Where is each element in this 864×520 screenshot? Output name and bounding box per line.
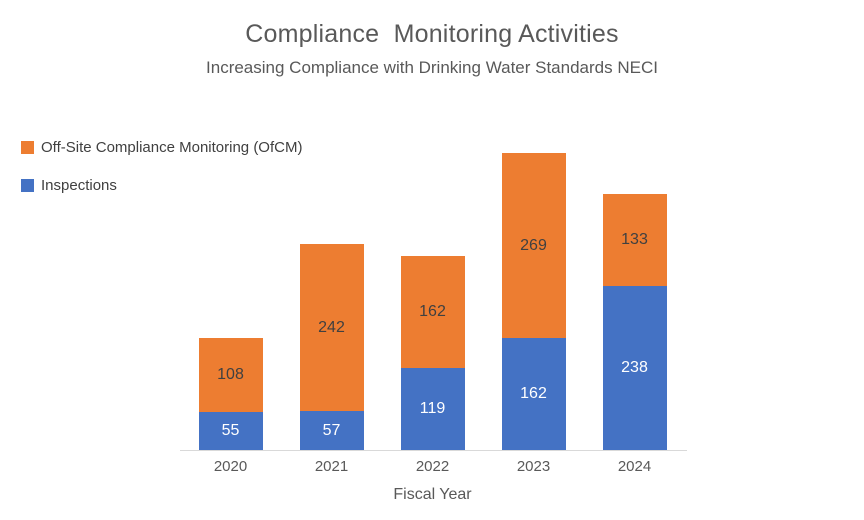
data-label: 133 — [621, 231, 648, 248]
stacked-bar-2020: 108 55 — [198, 338, 263, 450]
x-axis-line — [180, 450, 687, 451]
data-label: 269 — [520, 236, 547, 254]
bar-group-2020: 108 55 — [180, 0, 281, 450]
x-tick-label-2024: 2024 — [617, 458, 652, 475]
data-label: 242 — [318, 318, 345, 336]
x-axis-title: Fiscal Year — [393, 486, 472, 503]
legend-item-ofcm: Off-Site Compliance Monitoring (OfCM) — [21, 137, 306, 158]
bar-segment-inspections-2024: 238 — [602, 286, 667, 450]
x-tick-label-2020: 2020 — [213, 458, 248, 475]
x-axis-tick-labels: 2020 2021 2022 2023 2024 — [180, 458, 685, 475]
bar-segment-inspections-2020: 55 — [198, 412, 263, 450]
data-label: 55 — [221, 422, 240, 439]
stacked-bar-2022: 162 119 — [400, 256, 465, 450]
bar-segment-ofcm-2021: 242 — [299, 244, 364, 411]
data-label: 119 — [419, 400, 446, 417]
bar-segment-ofcm-2023: 269 — [501, 153, 566, 338]
x-tick-label-2023: 2023 — [516, 458, 551, 475]
plot-area: 108 55 242 57 162 119 269 162 133 238 — [180, 0, 685, 450]
bar-group-2022: 162 119 — [382, 0, 483, 450]
legend-item-inspections: Inspections — [21, 175, 306, 196]
bar-segment-ofcm-2022: 162 — [400, 256, 465, 368]
legend-label-ofcm: Off-Site Compliance Monitoring (OfCM) — [41, 139, 303, 156]
bar-segment-inspections-2022: 119 — [400, 368, 465, 450]
data-label: 57 — [322, 421, 341, 439]
bar-segment-ofcm-2020: 108 — [198, 338, 263, 412]
data-label: 162 — [419, 303, 446, 320]
bar-segment-inspections-2021: 57 — [299, 411, 364, 450]
chart-title: Compliance Monitoring Activities — [245, 20, 619, 48]
data-label: 108 — [217, 366, 244, 383]
bar-segment-ofcm-2024: 133 — [602, 194, 667, 286]
legend-label-inspections: Inspections — [41, 177, 117, 194]
chart-subtitle: Increasing Compliance with Drinking Wate… — [206, 58, 658, 77]
legend: Off-Site Compliance Monitoring (OfCM) In… — [21, 137, 306, 213]
bar-group-2023: 269 162 — [483, 0, 584, 450]
bar-group-2024: 133 238 — [584, 0, 685, 450]
data-label: 238 — [621, 359, 648, 376]
data-label: 162 — [520, 385, 547, 402]
bar-segment-inspections-2023: 162 — [501, 338, 566, 450]
stacked-bar-2024: 133 238 — [602, 194, 667, 450]
bar-group-2021: 242 57 — [281, 0, 382, 450]
x-tick-label-2022: 2022 — [415, 458, 450, 475]
legend-swatch-blue-icon — [21, 179, 34, 192]
stacked-bar-2021: 242 57 — [299, 244, 364, 450]
x-tick-label-2021: 2021 — [314, 458, 349, 475]
legend-swatch-orange-icon — [21, 141, 34, 154]
stacked-bar-2023: 269 162 — [501, 153, 566, 450]
